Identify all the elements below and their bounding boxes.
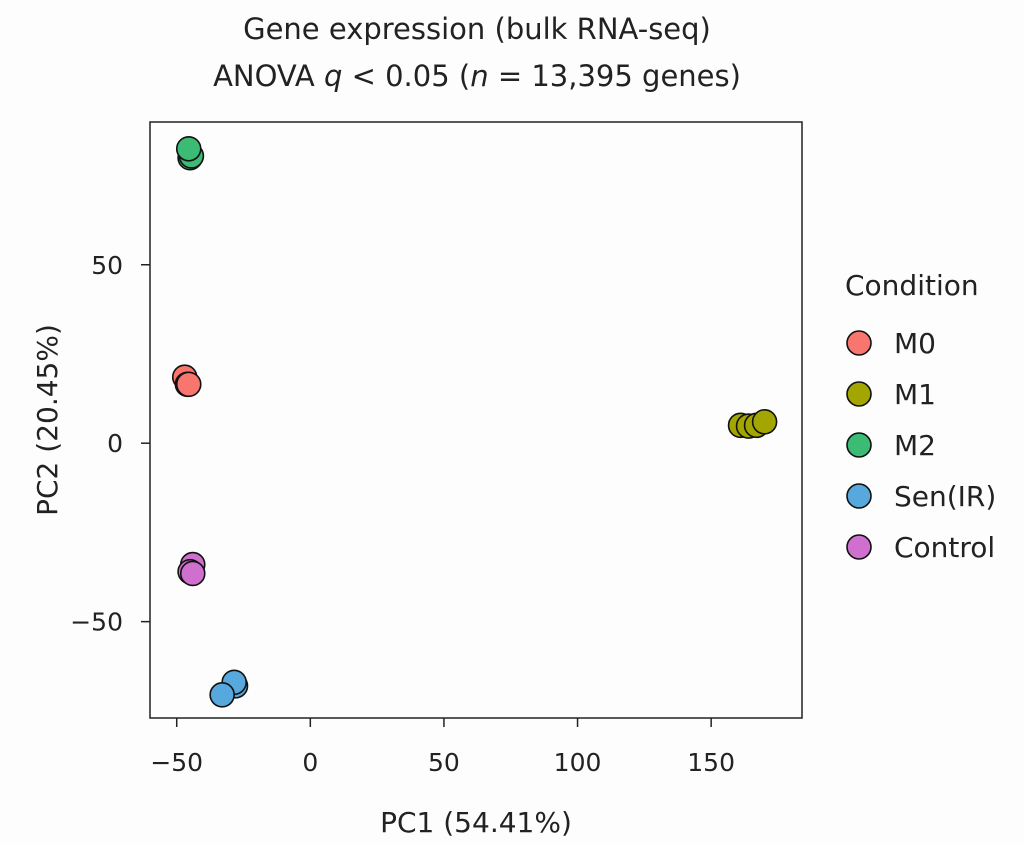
legend-label-m1: M1 [894,378,936,411]
legend-key-m2 [846,432,872,458]
chart-title-line-1: Gene expression (bulk RNA-seq) [243,12,711,46]
x-tick-label: −50 [150,748,203,777]
title-n-symbol: n [470,59,488,93]
y-tick-label: 0 [107,429,123,458]
point-m2 [175,135,202,162]
y-tick-label: 50 [91,251,123,280]
x-tick-label: 0 [302,748,318,777]
legend-key-control [846,534,872,560]
x-tick-label: 50 [428,748,460,777]
x-axis: −50 0 50 100 150 [150,718,735,777]
title-gene-count: = 13,395 genes) [489,59,741,93]
plot-panel [149,121,803,719]
legend-label-m0: M0 [894,327,936,360]
y-axis-title: PC2 (20.45%) [31,324,64,516]
data-points [171,135,778,708]
point-m1 [751,408,778,435]
legend-key-m0 [846,330,872,356]
title-anova-prefix: ANOVA [213,59,324,93]
legend-title: Condition [845,269,979,302]
legend-label-control: Control [894,531,995,564]
legend-key-m1 [846,381,872,407]
x-axis-title: PC1 (54.41%) [380,806,572,839]
title-threshold: < 0.05 ( [342,59,470,93]
y-axis: −50 0 50 [70,251,150,637]
x-tick-label: 100 [554,748,602,777]
legend-label-m2: M2 [894,429,936,462]
legend: M0 M1 M2 Sen(IR) Control [846,327,996,564]
point-control [179,560,206,587]
title-q-symbol: q [324,59,342,93]
x-tick-label: 150 [687,748,735,777]
point-m0 [175,371,202,398]
y-tick-label: −50 [70,608,123,637]
legend-label-sen-ir: Sen(IR) [894,480,996,513]
chart-title-line-2: ANOVA q < 0.05 (n = 13,395 genes) [213,59,741,93]
point-sen-ir [209,682,235,708]
legend-key-sen-ir [846,483,872,509]
